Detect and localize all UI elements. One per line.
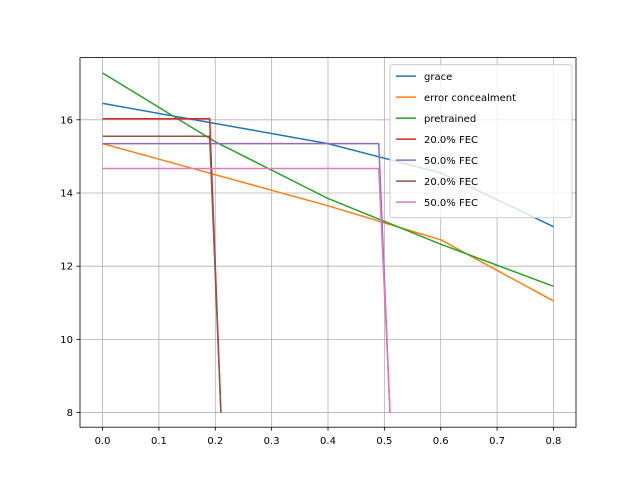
series-line-1 (102, 142, 554, 302)
legend: grace error concealment pretrained 20.0% FE… (389, 64, 573, 219)
x-tick-label: 0.3 (264, 436, 280, 447)
x-tick-label: 0.0 (95, 436, 111, 447)
y-tick-label: 16 (60, 115, 73, 126)
x-tick-label: 0.4 (320, 436, 336, 447)
series-line-6 (102, 167, 391, 413)
legend-entry-label: 50.0% FEC (424, 198, 478, 209)
axis-ticks: 0.0 0.1 0.2 0.3 0.4 0.5 0.6 0.7 0.8 8 10 12 14 16 (60, 115, 561, 447)
legend-entry-label: error concealment (424, 93, 516, 104)
grid-lines (80, 57, 576, 428)
x-tick-label: 0.8 (546, 436, 562, 447)
legend-entry-label: 50.0% FEC (424, 156, 478, 167)
y-tick-label: 14 (60, 188, 73, 199)
legend-box (389, 64, 573, 219)
x-tick-label: 0.6 (433, 436, 449, 447)
legend-entry-label: 20.0% FEC (424, 135, 478, 146)
series-lines (102, 72, 554, 413)
x-tick-label: 0.5 (376, 436, 392, 447)
series-line-5 (102, 135, 222, 413)
legend-entry-label: 20.0% FEC (424, 177, 478, 188)
y-tick-label: 8 (67, 408, 73, 419)
legend-entry-label: grace (424, 72, 452, 83)
y-tick-label: 10 (60, 335, 73, 346)
x-tick-label: 0.2 (207, 436, 223, 447)
legend-entry-label: pretrained (424, 114, 476, 125)
x-tick-label: 0.7 (489, 436, 505, 447)
y-tick-label: 12 (60, 262, 73, 273)
x-tick-label: 0.1 (151, 436, 167, 447)
